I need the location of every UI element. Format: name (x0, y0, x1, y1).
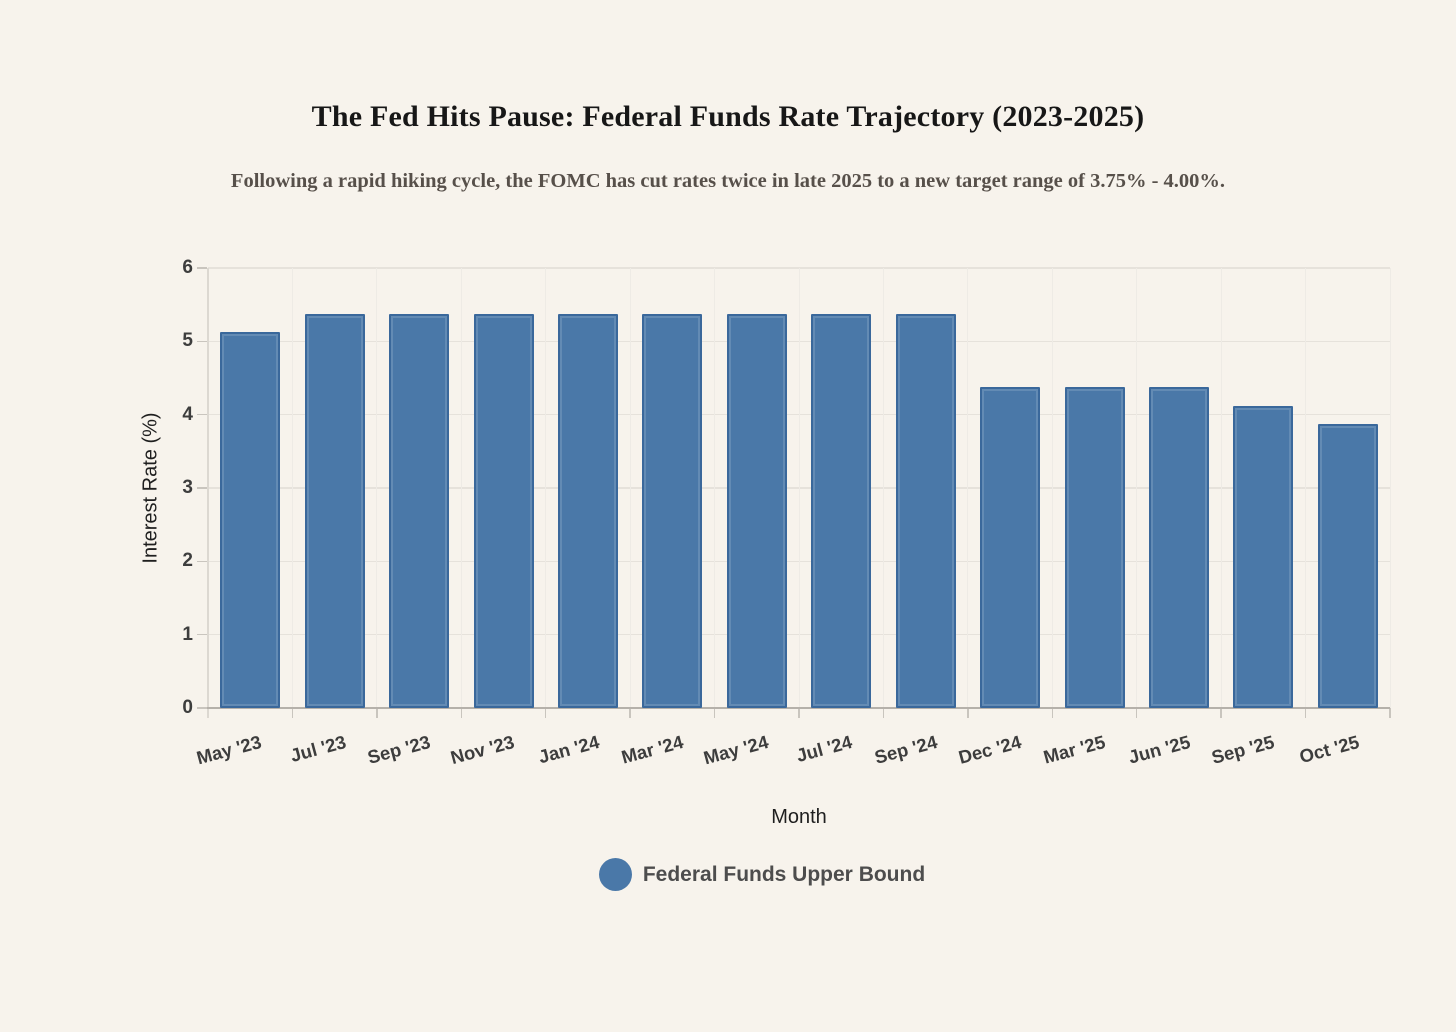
y-tick-label: 3 (182, 477, 193, 498)
chart-title: The Fed Hits Pause: Federal Funds Rate T… (311, 100, 1145, 133)
legend-label[interactable]: Federal Funds Upper Bound (642, 862, 926, 886)
y-tick-label: 4 (182, 403, 193, 425)
x-tick-mark (1220, 708, 1222, 718)
bar[interactable] (895, 313, 956, 708)
y-tick-label: 0 (182, 697, 193, 718)
y-tick-mark (197, 267, 207, 269)
bar[interactable] (389, 313, 450, 708)
x-tick-mark (460, 708, 463, 718)
legend: Federal Funds Upper Bound (34, 858, 1456, 891)
x-tick-mark (1051, 708, 1054, 718)
x-axis-title: Month (771, 806, 827, 828)
bar[interactable] (980, 387, 1041, 708)
bar[interactable] (304, 313, 365, 708)
bar[interactable] (811, 313, 872, 708)
y-tick-mark (197, 633, 207, 636)
bar[interactable] (726, 313, 787, 708)
x-tick-mark (967, 708, 969, 718)
bar[interactable] (473, 313, 534, 708)
x-tick-mark (1389, 708, 1391, 718)
x-gridline (1051, 268, 1053, 708)
x-tick-mark (1135, 708, 1138, 718)
x-tick-mark (629, 708, 631, 718)
x-gridline (1305, 268, 1307, 708)
x-axis-line (207, 707, 1390, 709)
y-tick-mark (197, 707, 207, 709)
bar[interactable] (1064, 387, 1125, 708)
y-tick-mark (197, 413, 207, 416)
x-gridline (798, 268, 800, 708)
y-tick-mark (197, 340, 207, 343)
x-tick-mark (713, 708, 716, 718)
y-tick-label: 2 (182, 550, 193, 572)
x-gridline (714, 268, 716, 708)
y-tick-label: 1 (182, 623, 193, 645)
x-gridline (1389, 268, 1391, 708)
x-gridline (882, 268, 884, 708)
x-tick-mark (376, 708, 378, 718)
y-tick-mark (197, 487, 207, 489)
x-tick-label: Oct '25 (1146, 731, 1361, 767)
x-tick-mark (882, 708, 885, 718)
bar[interactable] (557, 313, 618, 708)
bar[interactable] (1233, 405, 1294, 708)
x-tick-mark (1304, 708, 1307, 718)
x-gridline (967, 268, 969, 708)
x-tick-mark (544, 708, 547, 718)
bar[interactable] (1317, 423, 1378, 708)
legend-swatch-icon[interactable] (598, 858, 632, 891)
y-tick-label: 6 (182, 257, 193, 278)
y-axis-line (207, 268, 209, 718)
bar[interactable] (642, 313, 703, 708)
x-gridline (460, 268, 462, 708)
chart-subtitle: Following a rapid hiking cycle, the FOMC… (230, 170, 1226, 192)
x-gridline (1220, 268, 1222, 708)
x-gridline (1136, 268, 1138, 708)
x-tick-mark (798, 708, 800, 718)
bar[interactable] (220, 332, 281, 708)
x-tick-mark (291, 708, 294, 718)
x-tick-label-text: Oct '25 (1296, 731, 1362, 768)
bar[interactable] (1148, 387, 1209, 708)
x-gridline (545, 268, 547, 708)
x-gridline (376, 268, 378, 708)
x-gridline (629, 268, 631, 708)
x-gridline (291, 268, 293, 708)
y-tick-label: 5 (182, 330, 193, 352)
y-tick-mark (197, 560, 207, 563)
